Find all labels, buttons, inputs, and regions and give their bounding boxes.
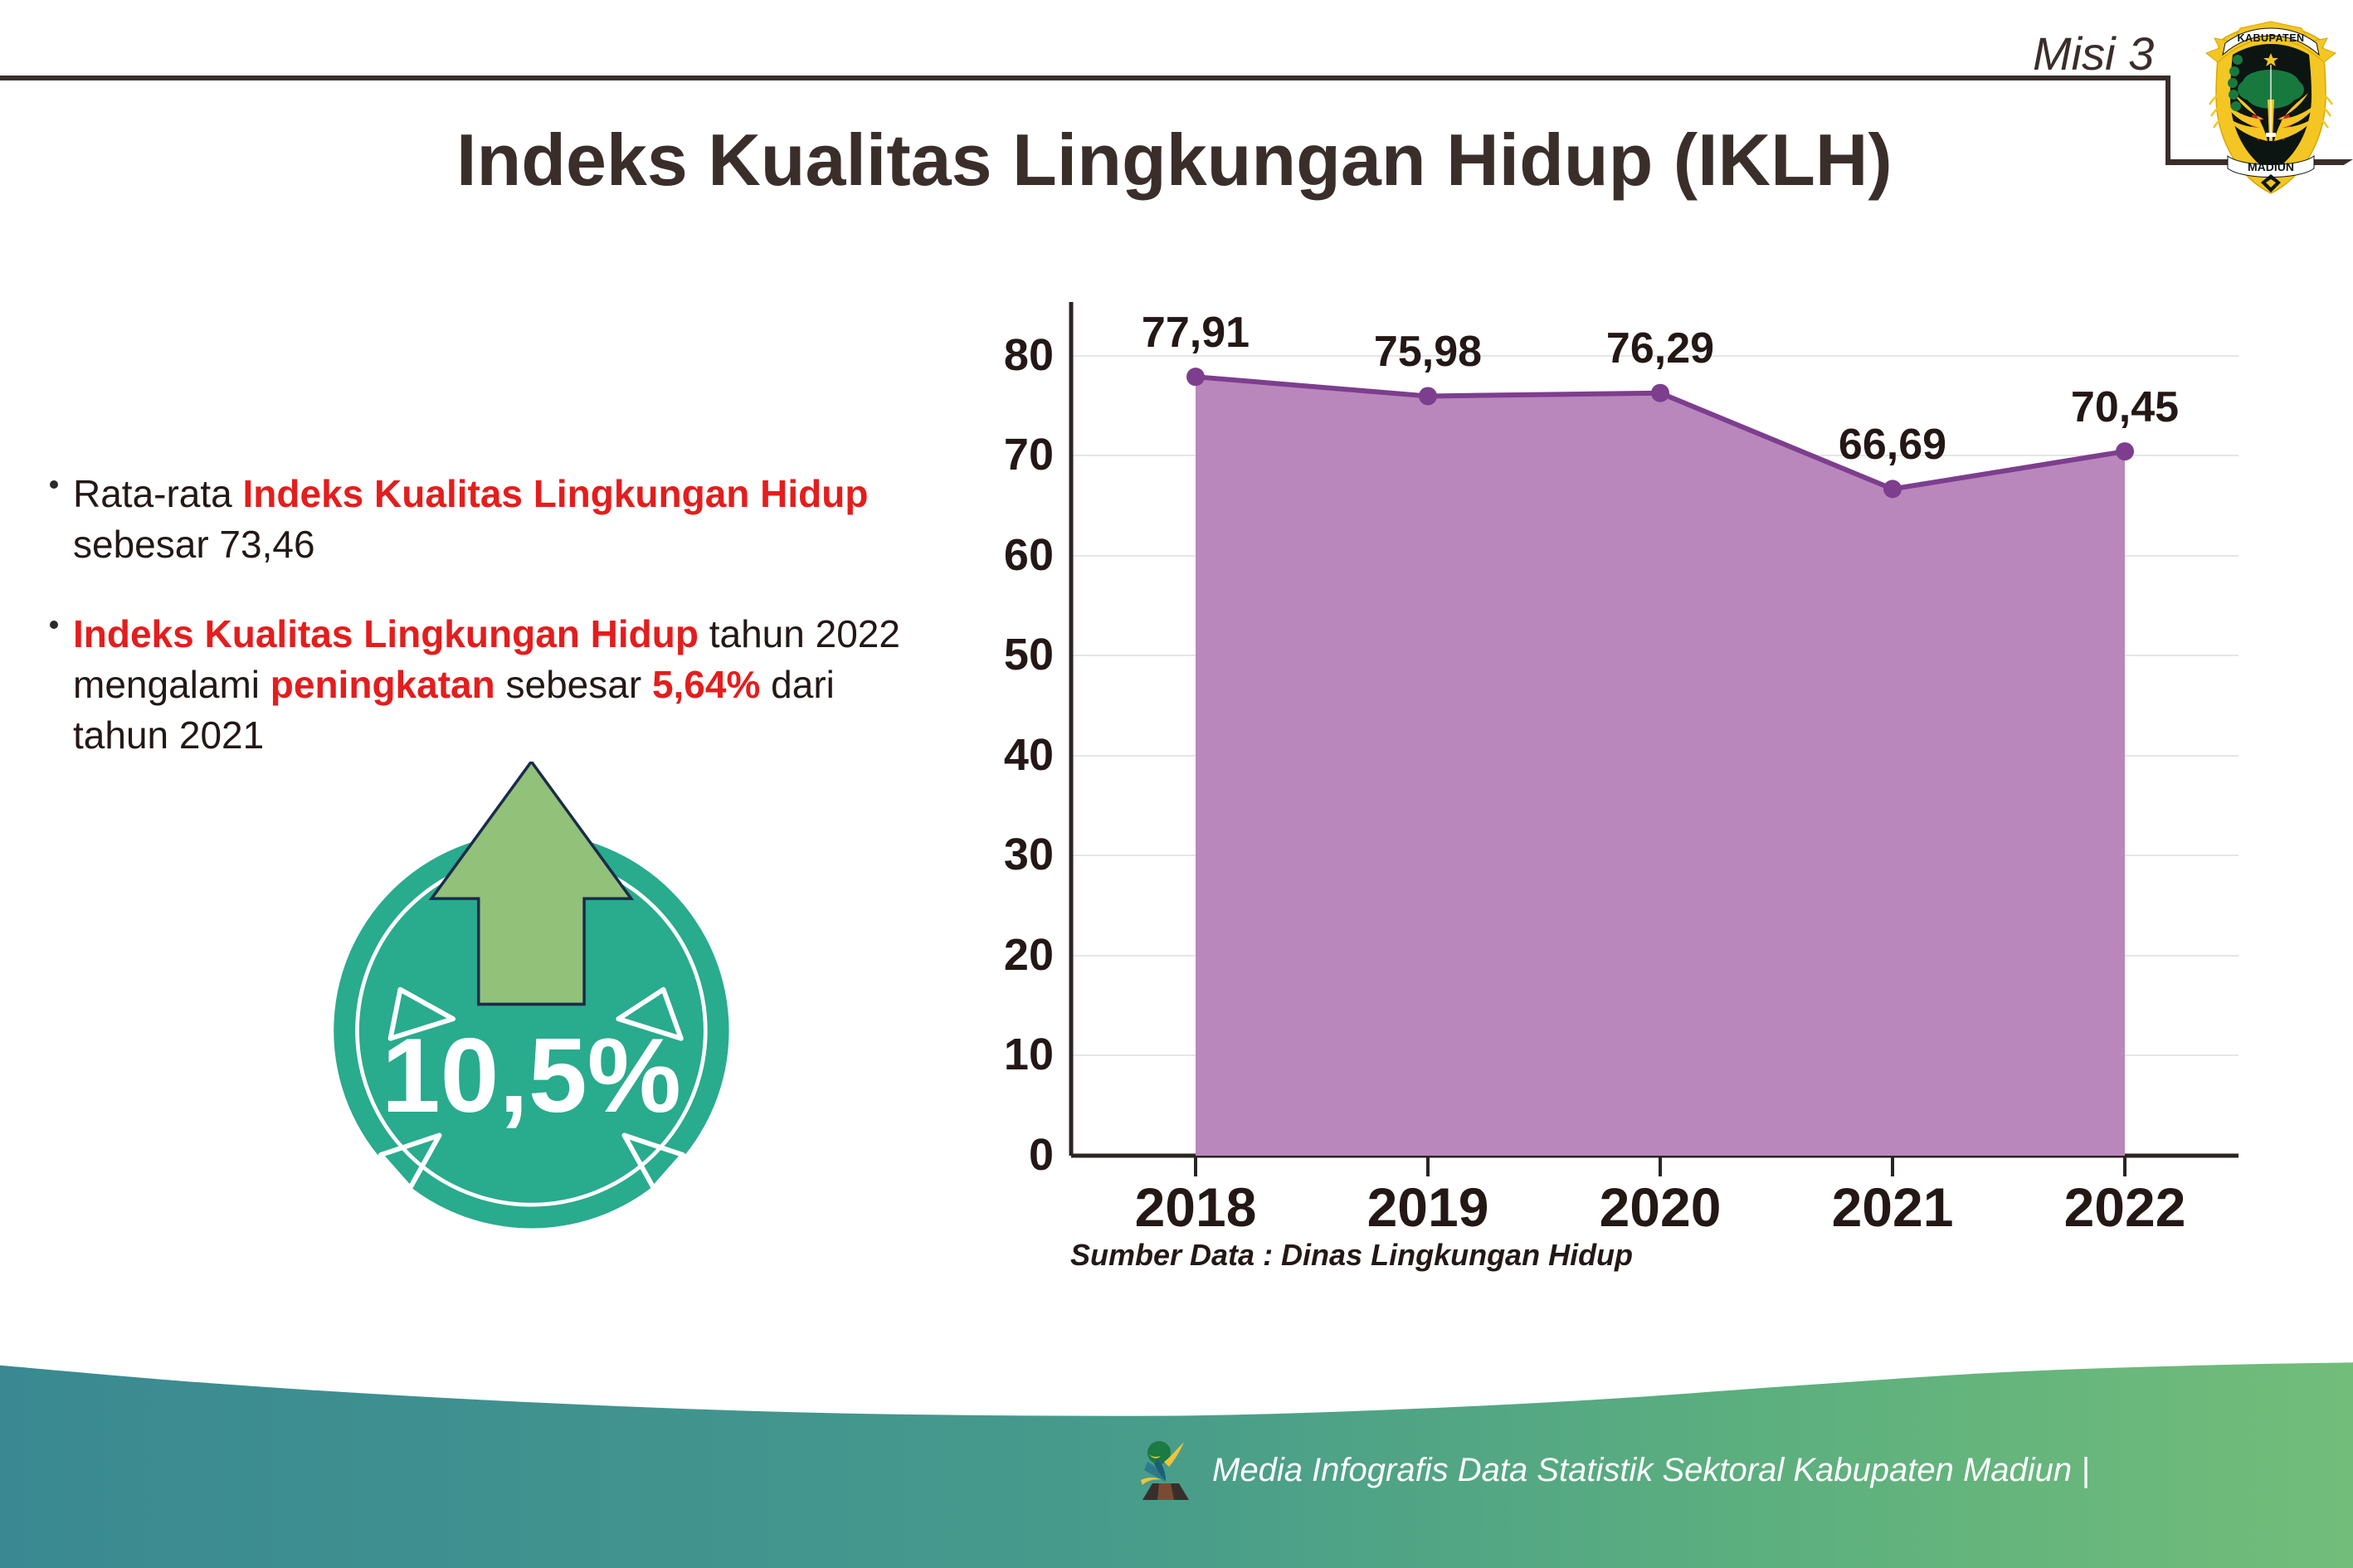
svg-text:30: 30 xyxy=(1004,830,1054,879)
svg-text:75,98: 75,98 xyxy=(1374,328,1482,376)
svg-text:2022: 2022 xyxy=(2064,1176,2186,1238)
svg-text:66,69: 66,69 xyxy=(1839,421,1946,469)
svg-text:10,5%: 10,5% xyxy=(382,1016,681,1134)
svg-text:76,29: 76,29 xyxy=(1606,324,1714,373)
svg-text:2020: 2020 xyxy=(1600,1176,1722,1238)
svg-text:40: 40 xyxy=(1004,730,1054,780)
svg-text:10: 10 xyxy=(1004,1030,1054,1079)
svg-text:MADIUN: MADIUN xyxy=(2248,160,2294,173)
svg-text:70,45: 70,45 xyxy=(2071,383,2179,431)
svg-text:2018: 2018 xyxy=(1135,1176,1257,1238)
svg-text:60: 60 xyxy=(1004,530,1054,580)
svg-text:77,91: 77,91 xyxy=(1142,309,1250,357)
svg-text:70: 70 xyxy=(1004,430,1054,480)
svg-text:50: 50 xyxy=(1004,630,1054,679)
svg-text:80: 80 xyxy=(1004,330,1054,380)
svg-text:20: 20 xyxy=(1004,930,1054,980)
svg-text:0: 0 xyxy=(1029,1130,1054,1180)
svg-text:2021: 2021 xyxy=(1832,1176,1954,1238)
svg-text:KABUPATEN: KABUPATEN xyxy=(2237,32,2304,44)
svg-text:2019: 2019 xyxy=(1367,1176,1489,1238)
